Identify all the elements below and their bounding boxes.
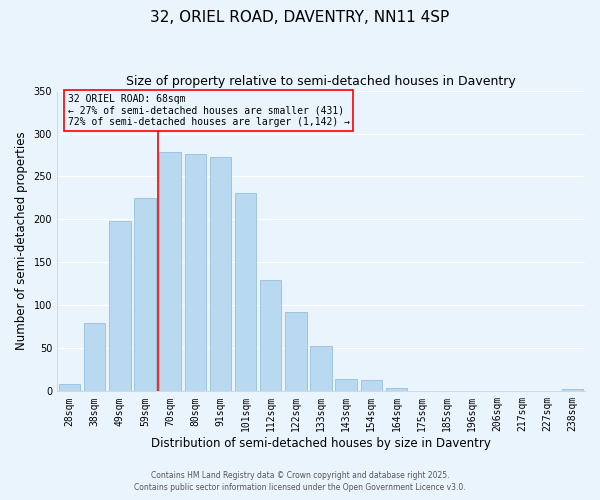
- Title: Size of property relative to semi-detached houses in Daventry: Size of property relative to semi-detach…: [126, 75, 516, 88]
- Bar: [386, 388, 407, 392]
- Bar: [285, 312, 307, 392]
- Text: 32 ORIEL ROAD: 68sqm
← 27% of semi-detached houses are smaller (431)
72% of semi: 32 ORIEL ROAD: 68sqm ← 27% of semi-detac…: [68, 94, 350, 127]
- Bar: [310, 346, 332, 392]
- Bar: [235, 193, 256, 392]
- Bar: [59, 384, 80, 392]
- Bar: [260, 280, 281, 392]
- Text: Contains HM Land Registry data © Crown copyright and database right 2025.
Contai: Contains HM Land Registry data © Crown c…: [134, 471, 466, 492]
- Bar: [134, 198, 156, 392]
- Bar: [185, 154, 206, 392]
- Bar: [361, 380, 382, 392]
- Bar: [84, 322, 106, 392]
- Bar: [562, 389, 583, 392]
- Bar: [210, 156, 231, 392]
- Bar: [335, 380, 357, 392]
- X-axis label: Distribution of semi-detached houses by size in Daventry: Distribution of semi-detached houses by …: [151, 437, 491, 450]
- Text: 32, ORIEL ROAD, DAVENTRY, NN11 4SP: 32, ORIEL ROAD, DAVENTRY, NN11 4SP: [151, 10, 449, 25]
- Bar: [160, 152, 181, 392]
- Bar: [109, 221, 131, 392]
- Y-axis label: Number of semi-detached properties: Number of semi-detached properties: [15, 132, 28, 350]
